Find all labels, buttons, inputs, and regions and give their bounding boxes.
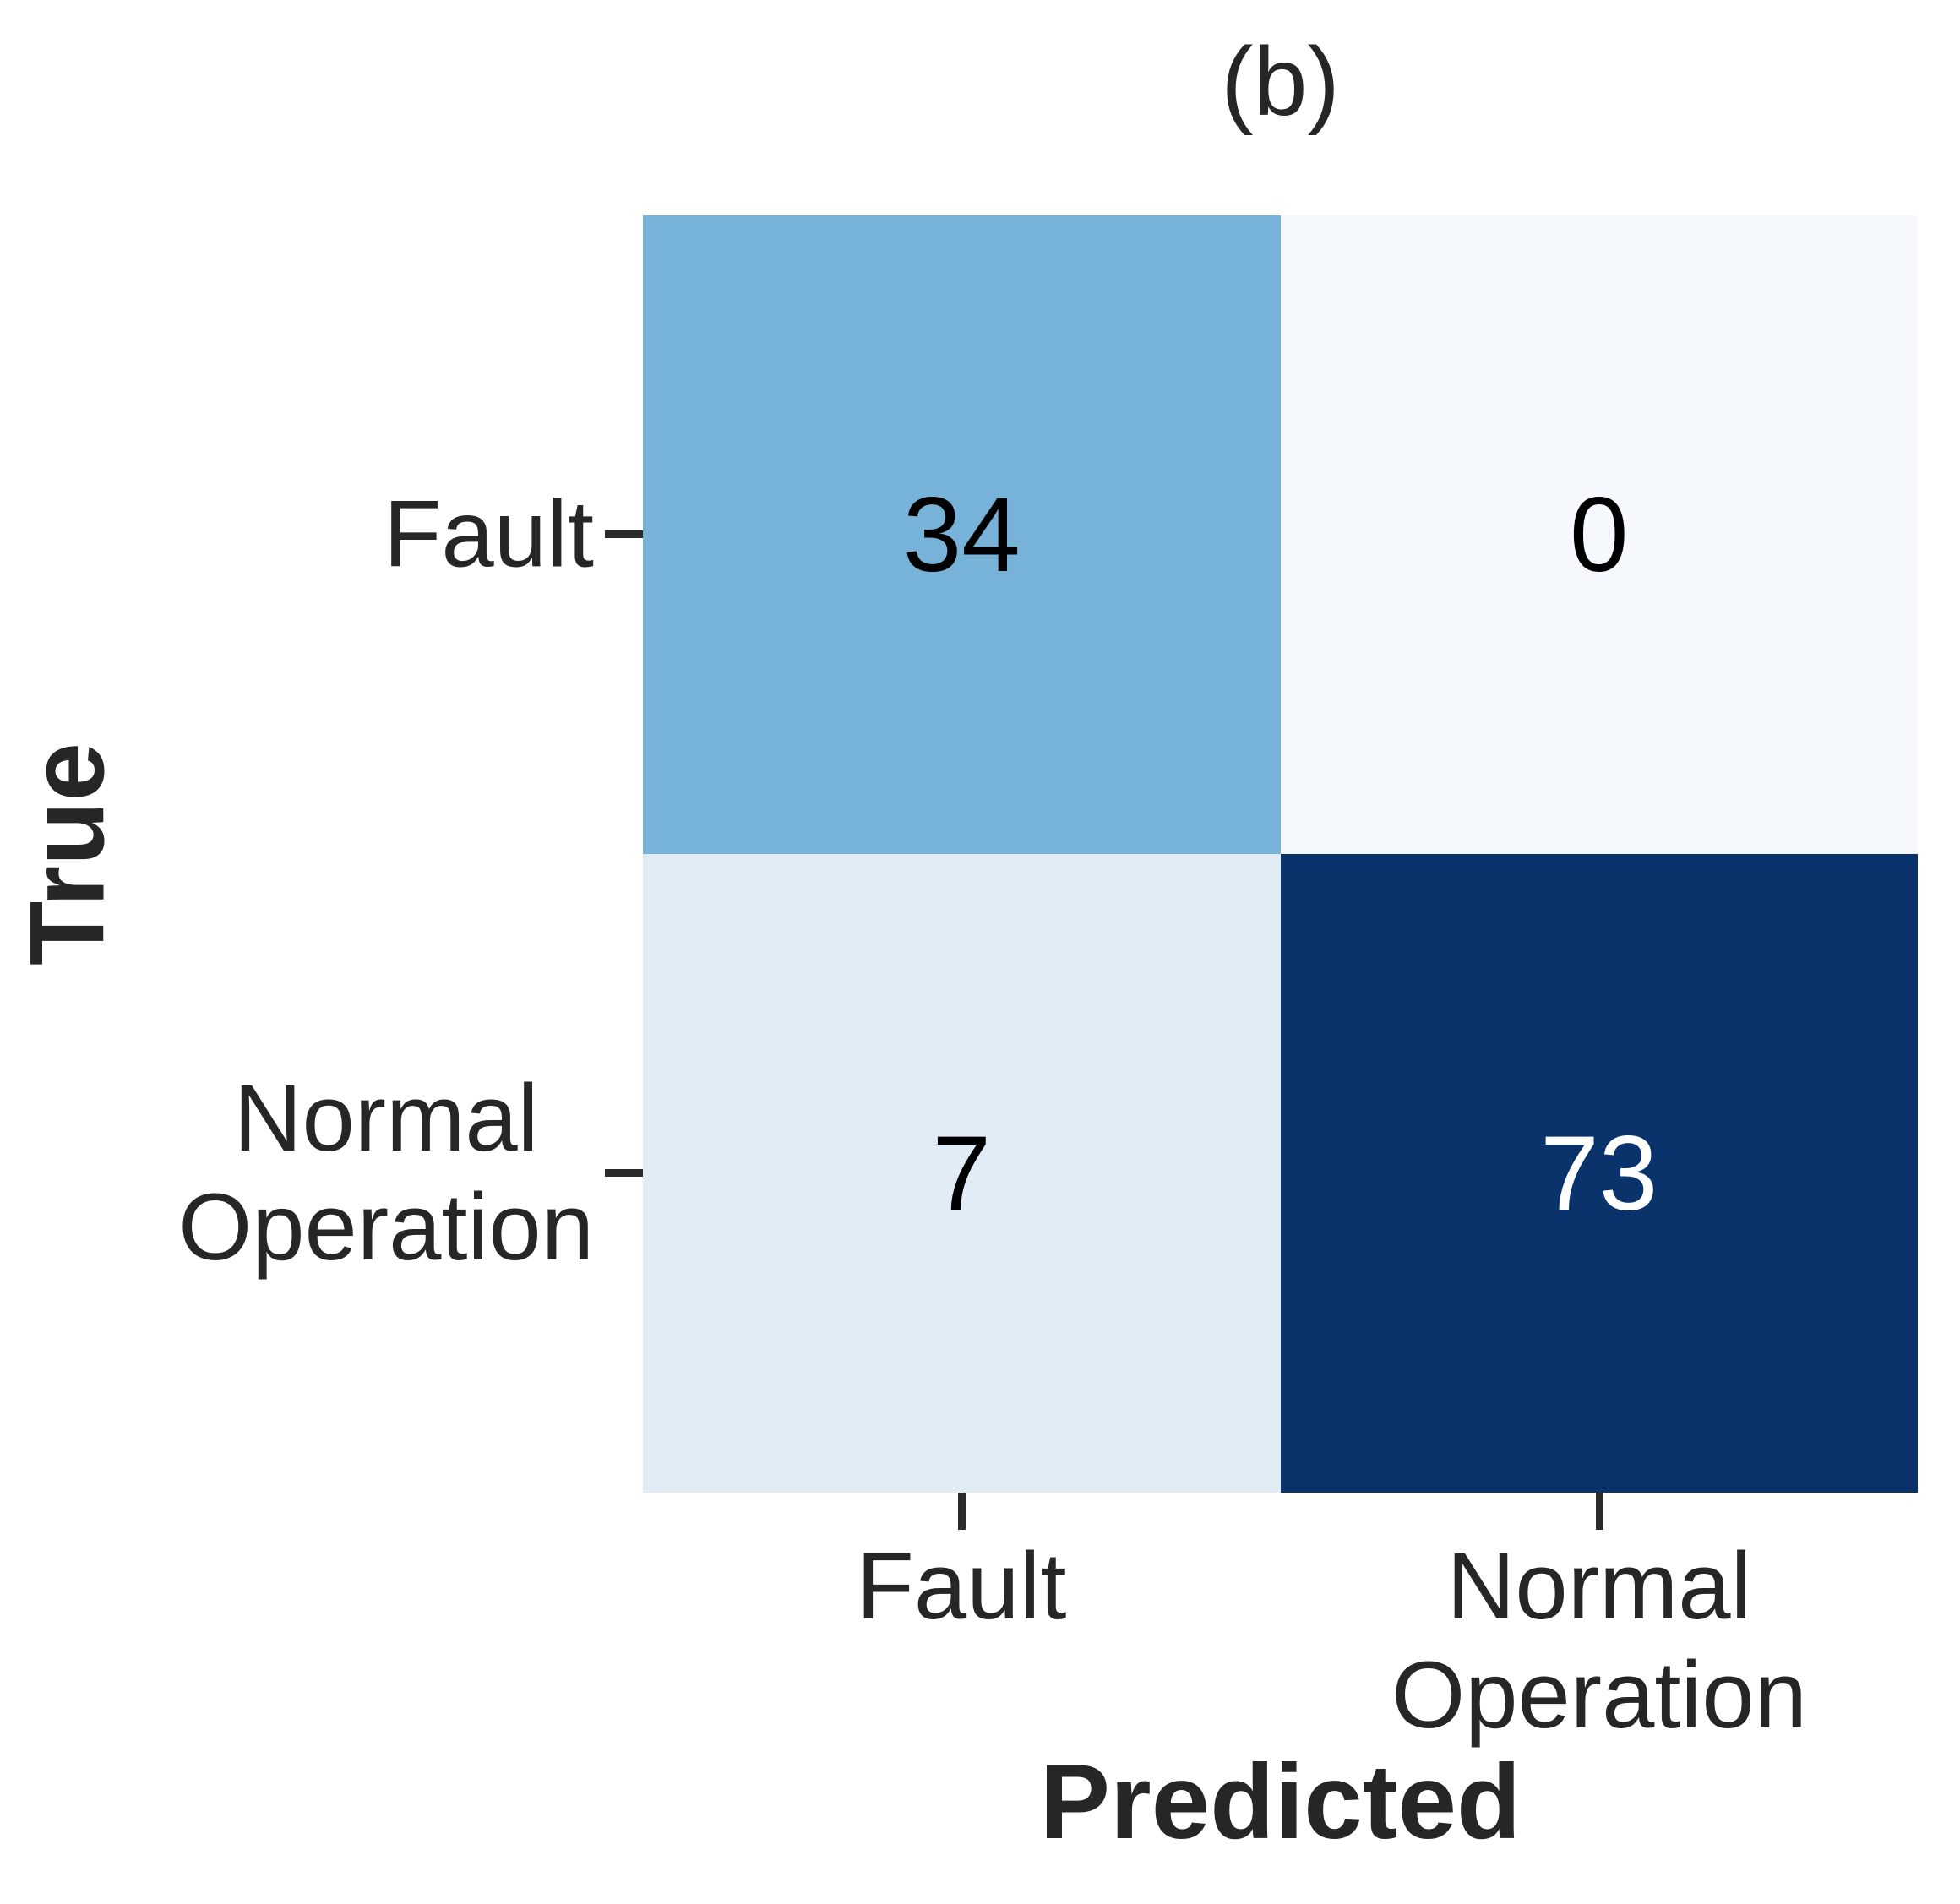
cell-value: 73: [1540, 1114, 1658, 1232]
y-tick-mark-normal-operation: [605, 1169, 643, 1177]
chart-title: (b): [1221, 28, 1340, 136]
cell-value: 34: [902, 476, 1021, 594]
heatmap-cell-true-fault-pred-normal: 0: [1280, 215, 1918, 854]
x-tick-label-normal-operation: Normal Operation: [1391, 1533, 1807, 1748]
heatmap-grid: 34 0 7 73: [643, 215, 1918, 1493]
x-tick-mark-normal-operation: [1596, 1493, 1603, 1530]
x-tick-label-fault: Fault: [856, 1533, 1067, 1639]
x-axis-title: Predicted: [1039, 1744, 1522, 1861]
heatmap-cell-true-fault-pred-fault: 34: [643, 215, 1281, 854]
x-tick-mark-fault: [958, 1493, 966, 1530]
y-axis-title: True: [8, 743, 127, 966]
cell-value: 7: [932, 1114, 992, 1232]
y-tick-mark-fault: [605, 530, 643, 538]
heatmap-cell-true-normal-pred-normal: 73: [1280, 854, 1918, 1493]
heatmap-cell-true-normal-pred-fault: 7: [643, 854, 1281, 1493]
y-tick-label-fault: Fault: [384, 481, 594, 587]
y-tick-label-normal-operation: Normal Operation: [178, 1065, 594, 1280]
cell-value: 0: [1569, 476, 1629, 594]
